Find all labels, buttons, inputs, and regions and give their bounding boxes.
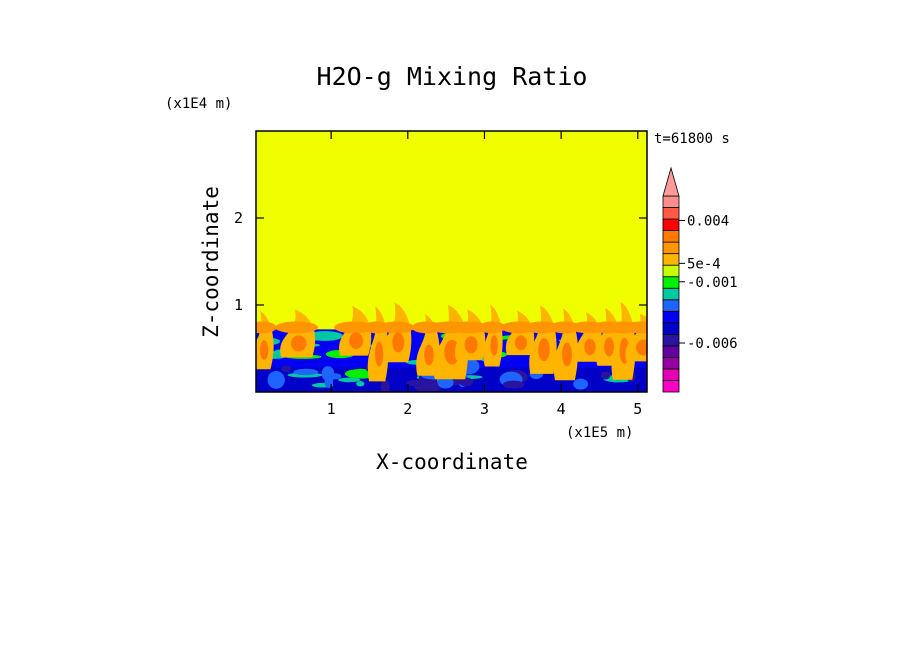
plume-core: [562, 342, 572, 367]
colorbar-segment: [662, 241, 680, 255]
colorbar-segment: [662, 380, 680, 393]
plume: [483, 304, 503, 367]
streak: [338, 377, 361, 383]
colorbar-segment: [662, 310, 680, 324]
plume-cap: [524, 321, 560, 334]
plume-core: [464, 336, 478, 354]
y-axis-title: Z-coordinate: [199, 186, 223, 338]
plume-cap: [275, 321, 319, 334]
colorbar-segment: [662, 195, 680, 208]
colorbar-segment: [662, 276, 680, 289]
axes: 1 2 3 4 5 1 2: [234, 131, 647, 418]
x-tick-label: 4: [557, 400, 566, 418]
x-tick-label: 1: [327, 400, 336, 418]
deep-blob: [281, 365, 291, 373]
plume-cap: [256, 321, 277, 334]
deep-blob: [406, 379, 423, 387]
deep-blob: [380, 379, 390, 392]
plume-core: [538, 338, 550, 362]
colorbar-segment: [662, 253, 680, 266]
streak: [356, 380, 365, 387]
x-tick-label: 5: [633, 400, 642, 418]
colorbar-segment: [662, 345, 680, 358]
plume-core: [514, 335, 528, 351]
colorbar-segment: [662, 322, 680, 335]
plume-core: [259, 340, 269, 360]
colorbar-segment: [662, 264, 680, 278]
time-label: t=61800 s: [654, 131, 730, 147]
x-tick-label: 2: [403, 400, 412, 418]
colorbar-label: 0.004: [687, 214, 729, 230]
colorbar-segment: [662, 287, 680, 301]
colorbar: 0.004 5e-4 -0.001 -0.006: [662, 166, 738, 393]
plume-core: [636, 339, 647, 356]
deep-blob: [600, 371, 611, 380]
plume-cap: [620, 321, 647, 334]
y-unit-label: (x1E4 m): [165, 96, 232, 112]
plot-area: [255, 130, 648, 393]
plume-core: [604, 337, 615, 357]
colorbar-segment: [662, 207, 680, 220]
colorbar-extension: [662, 166, 680, 197]
deep-blob: [437, 376, 454, 389]
plume-core: [375, 341, 384, 367]
x-unit-label: (x1E5 m): [566, 425, 633, 441]
colorbar-label: -0.001: [687, 275, 738, 291]
colorbar-segment: [662, 299, 680, 312]
deep-blob: [267, 370, 285, 389]
x-tick-label: 3: [480, 400, 489, 418]
streak: [316, 333, 328, 337]
plume-core: [424, 344, 434, 366]
plume-core: [584, 338, 596, 356]
plume-core: [490, 335, 498, 356]
deep-blob: [321, 366, 335, 381]
colorbar-label: -0.006: [687, 336, 738, 352]
plot-frame: [255, 130, 648, 393]
chart-title: H2O-g Mixing Ratio: [317, 62, 588, 91]
deep-blob: [293, 368, 319, 376]
plume: [280, 309, 316, 358]
colorbar-segment: [662, 368, 680, 381]
plume-cap: [334, 321, 375, 334]
colorbar-segment: [662, 357, 680, 370]
colorbar-segment: [662, 333, 680, 347]
x-axis-title: X-coordinate: [376, 450, 528, 474]
plume-core: [349, 332, 364, 350]
deep-blob: [573, 378, 589, 390]
plume-cap: [450, 321, 489, 334]
plume-core: [290, 335, 307, 352]
field: [256, 131, 647, 392]
colorbar-segment: [662, 218, 680, 231]
plume-cap: [478, 321, 506, 334]
plume-cap: [549, 321, 581, 334]
deep-blob: [502, 380, 525, 389]
plume-core: [392, 332, 405, 353]
colorbar-segment: [662, 230, 680, 243]
deep-blob: [458, 377, 474, 387]
y-tick-label: 2: [234, 209, 243, 227]
colorbar-label: 5e-4: [687, 256, 721, 272]
plume-cap: [378, 321, 415, 334]
y-tick-label: 1: [234, 296, 243, 314]
